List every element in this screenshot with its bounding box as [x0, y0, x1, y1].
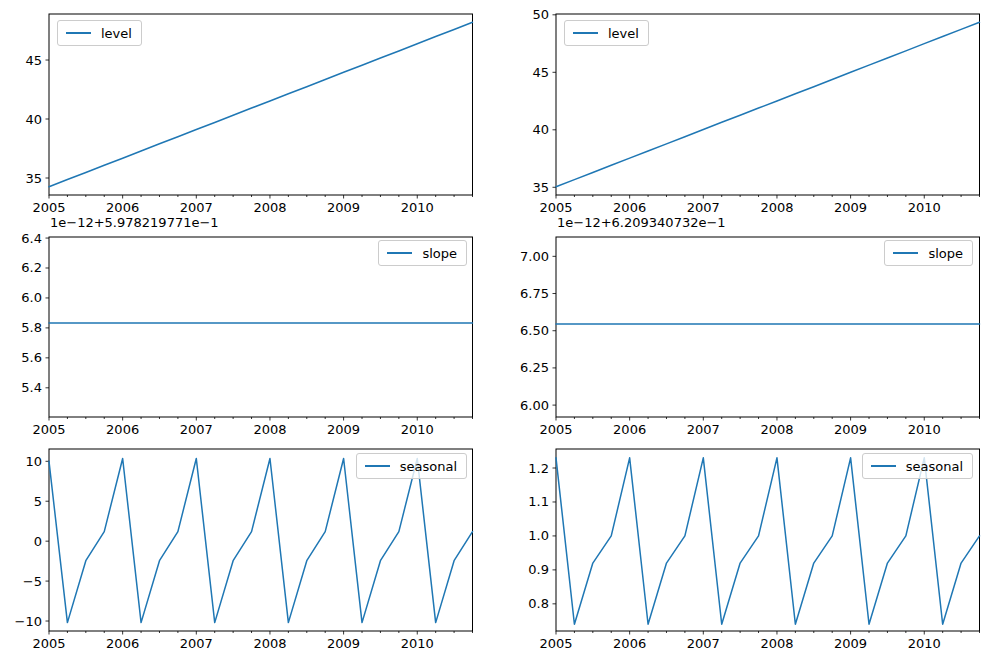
y-axis-offset-text-slope-additive: 1e−12+5.978219771e−1 [50, 215, 219, 230]
data-line-level [556, 22, 980, 186]
x-tick-label: 2009 [327, 636, 360, 651]
legend-seasonal-multiplicative: seasonal [862, 453, 973, 479]
x-tick-label: 2009 [327, 200, 360, 215]
y-tick-label: 1.0 [528, 528, 549, 543]
legend-line-sample [66, 32, 91, 34]
legend-slope-additive: slope [378, 240, 467, 266]
legend-label: seasonal [906, 459, 963, 474]
x-tick-label: 2009 [834, 422, 867, 437]
subplot-seasonal-additive: 2005 2006 2007 2008 2009 2010 −10 −5 0 5 10 [15, 449, 473, 651]
x-tick-label: 2010 [908, 636, 941, 651]
y-tick-label: 6.4 [21, 231, 42, 246]
legend-level-additive: level [57, 20, 142, 46]
x-tick-label: 2005 [539, 636, 572, 651]
y-tick-label: 1.1 [528, 494, 549, 509]
plots-svg: 2005200620072008200920103540452005200620… [0, 0, 988, 665]
x-tick-label: 2006 [613, 200, 646, 215]
legend-line-sample [573, 32, 598, 34]
y-tick-label: 0.8 [528, 596, 549, 611]
x-tick-label: 2007 [687, 636, 720, 651]
x-tick-label: 2010 [401, 422, 434, 437]
x-tick-label: 2006 [106, 422, 139, 437]
x-tick-label: 2008 [760, 422, 793, 437]
x-tick-label: 2008 [760, 200, 793, 215]
y-tick-label: −10 [15, 614, 42, 629]
legend-slope-multiplicative: slope [884, 240, 973, 266]
x-tick-label: 2009 [834, 636, 867, 651]
y-axis-offset-text-slope-multiplicative: 1e−12+6.209340732e−1 [557, 215, 726, 230]
x-tick-label: 2008 [253, 636, 286, 651]
x-tick-label: 2008 [760, 636, 793, 651]
y-tick-label: 45 [532, 65, 549, 80]
y-tick-label: 35 [25, 171, 42, 186]
x-tick-label: 2006 [613, 636, 646, 651]
y-tick-label: 5 [34, 494, 42, 509]
y-tick-label: 5.6 [21, 350, 42, 365]
y-tick-label: −5 [23, 574, 42, 589]
data-line-level [49, 22, 473, 186]
y-tick-label: 6.00 [520, 398, 549, 413]
x-tick-label: 2007 [687, 200, 720, 215]
legend-label: slope [422, 246, 457, 261]
x-tick-label: 2006 [613, 422, 646, 437]
x-tick-label: 2010 [908, 200, 941, 215]
y-tick-label: 6.75 [520, 286, 549, 301]
subplot-seasonal-multiplicative: 2005 2006 2007 2008 2009 2010 0.8 0.9 1.0 1.1 1.2 [528, 449, 979, 651]
x-tick-label: 2008 [253, 422, 286, 437]
x-tick-label: 2009 [834, 200, 867, 215]
legend-label: level [608, 26, 639, 41]
x-tick-label: 2009 [327, 422, 360, 437]
legend-line-sample [365, 465, 390, 467]
x-tick-label: 2005 [32, 200, 65, 215]
y-tick-label: 6.50 [520, 323, 549, 338]
y-tick-label: 10 [25, 454, 42, 469]
y-tick-label: 0.9 [528, 562, 549, 577]
data-line-seasonal [556, 458, 980, 624]
legend-label: seasonal [400, 459, 457, 474]
x-tick-label: 2007 [180, 636, 213, 651]
legend-line-sample [871, 465, 896, 467]
x-tick-label: 2005 [539, 422, 572, 437]
x-tick-label: 2006 [106, 200, 139, 215]
x-tick-label: 2005 [539, 200, 572, 215]
x-tick-label: 2007 [180, 422, 213, 437]
y-tick-label: 45 [25, 53, 42, 68]
legend-seasonal-additive: seasonal [356, 453, 467, 479]
y-tick-label: 0 [34, 534, 42, 549]
y-tick-label: 1.2 [528, 461, 549, 476]
y-tick-label: 50 [532, 7, 549, 22]
y-tick-label: 6.2 [21, 260, 42, 275]
y-tick-label: 35 [532, 180, 549, 195]
x-tick-label: 2008 [253, 200, 286, 215]
y-tick-label: 6.0 [21, 290, 42, 305]
legend-label: level [101, 26, 132, 41]
x-tick-label: 2010 [401, 636, 434, 651]
legend-line-sample [387, 252, 412, 254]
y-tick-label: 5.8 [21, 320, 42, 335]
legend-label: slope [928, 246, 963, 261]
y-tick-label: 40 [25, 112, 42, 127]
x-tick-label: 2006 [106, 636, 139, 651]
x-tick-label: 2005 [32, 422, 65, 437]
y-tick-label: 7.00 [520, 249, 549, 264]
figure-canvas: 2005200620072008200920103540452005200620… [0, 0, 988, 665]
x-tick-label: 2007 [180, 200, 213, 215]
x-tick-label: 2007 [687, 422, 720, 437]
x-tick-label: 2005 [32, 636, 65, 651]
legend-line-sample [893, 252, 918, 254]
legend-level-multiplicative: level [564, 20, 649, 46]
x-tick-label: 2010 [401, 200, 434, 215]
data-line-seasonal [49, 459, 473, 623]
x-tick-label: 2010 [908, 422, 941, 437]
y-tick-label: 40 [532, 122, 549, 137]
y-tick-label: 5.4 [21, 380, 42, 395]
y-tick-label: 6.25 [520, 360, 549, 375]
subplot-slope-multiplicative: 2005 2006 2007 2008 2009 2010 6.00 6.25 6.50 6.75… [520, 237, 979, 437]
